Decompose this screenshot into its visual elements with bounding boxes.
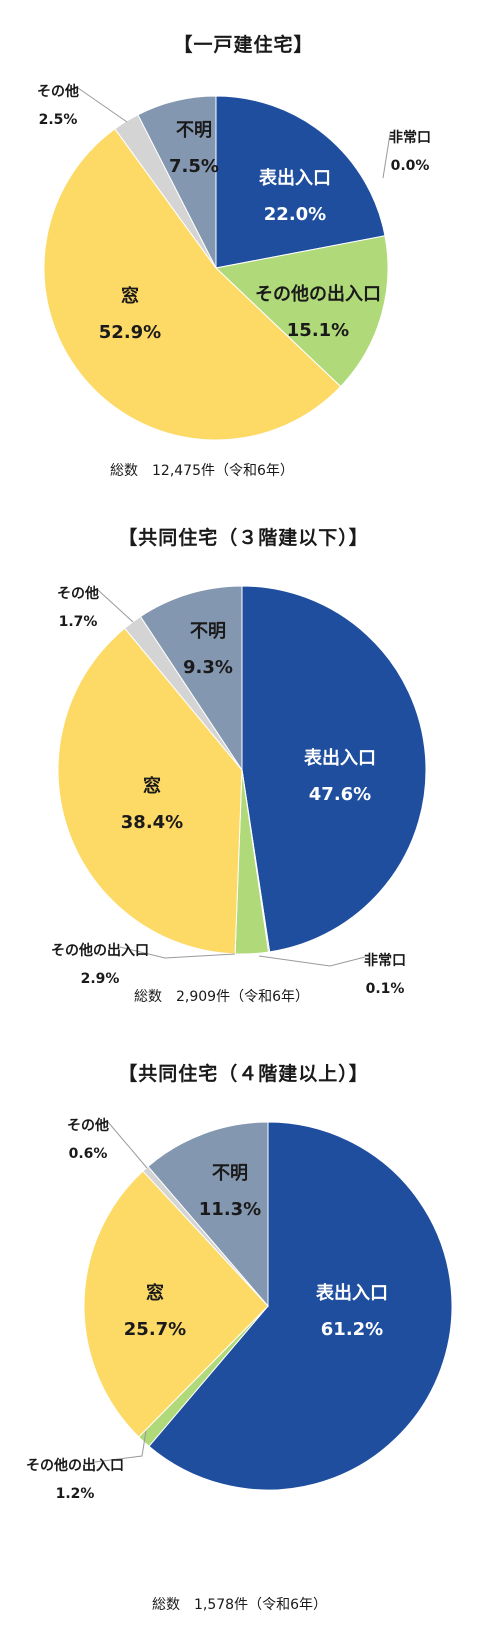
leader-line-other bbox=[97, 589, 134, 623]
leader-line-other-entrance bbox=[119, 946, 236, 959]
slice-label-other-entrance: その他の出入口 bbox=[51, 942, 149, 959]
slice-value-front-entrance: 61.2% bbox=[321, 1319, 383, 1340]
slice-value-window: 25.7% bbox=[124, 1319, 186, 1340]
slice-label-emergency-exit: 非常口 bbox=[389, 129, 431, 146]
slice-label-window: 窓 bbox=[121, 285, 139, 307]
slice-label-front-entrance: 表出入口 bbox=[304, 747, 376, 769]
leader-line-emergency-exit bbox=[382, 133, 391, 179]
slice-label-window: 窓 bbox=[143, 775, 161, 797]
chart-title: 【共同住宅（３階建以下）】 bbox=[118, 527, 369, 549]
chart-total: 総数 2,909件（令和6年） bbox=[134, 989, 309, 1005]
slice-label-front-entrance: 表出入口 bbox=[316, 1282, 388, 1304]
slice-value-other-entrance: 2.9% bbox=[81, 971, 120, 987]
slice-label-front-entrance: 表出入口 bbox=[259, 167, 331, 189]
pie-slice-window bbox=[43, 128, 342, 441]
slice-label-other: その他 bbox=[37, 83, 79, 100]
pie-slice-front-entrance bbox=[148, 1121, 453, 1491]
slice-label-unknown: 不明 bbox=[212, 1163, 248, 1184]
slice-value-other: 0.6% bbox=[69, 1146, 108, 1162]
pie-slice-other-entrance bbox=[214, 235, 389, 388]
leader-line-other bbox=[77, 87, 128, 123]
slice-label-unknown: 不明 bbox=[190, 621, 226, 642]
slice-value-front-entrance: 22.0% bbox=[264, 204, 326, 225]
slice-label-emergency-exit: 非常口 bbox=[364, 952, 406, 969]
slice-value-emergency-exit: 0.1% bbox=[366, 981, 405, 997]
slice-label-other: その他 bbox=[57, 585, 99, 602]
pie-slice-front-entrance bbox=[215, 95, 386, 269]
leader-line-other bbox=[107, 1121, 148, 1169]
slice-label-unknown: 不明 bbox=[176, 120, 212, 141]
pie-chart-detached-house: 表出入口 22.0% その他の出入口 15.1% 窓 52.9% 不明 7.5% 非常口 0.0%… bbox=[37, 83, 431, 441]
pie-slice-window bbox=[57, 627, 243, 955]
slice-value-other-entrance: 15.1% bbox=[287, 320, 349, 341]
slice-value-other-entrance: 1.2% bbox=[56, 1486, 95, 1502]
pie-slice-unknown bbox=[147, 1121, 269, 1308]
slice-value-other: 1.7% bbox=[59, 614, 98, 630]
slice-label-other-entrance: その他の出入口 bbox=[255, 283, 381, 305]
slice-value-front-entrance: 47.6% bbox=[309, 784, 371, 805]
pie-slice-unknown bbox=[139, 585, 243, 772]
slice-value-unknown: 11.3% bbox=[199, 1199, 261, 1220]
slice-label-other-entrance: その他の出入口 bbox=[26, 1457, 124, 1474]
slice-label-other: その他 bbox=[67, 1117, 109, 1134]
slice-value-unknown: 9.3% bbox=[183, 657, 233, 678]
slice-value-emergency-exit: 0.0% bbox=[391, 158, 430, 174]
chart-title: 【共同住宅（４階建以上）】 bbox=[118, 1063, 369, 1085]
slice-value-other: 2.5% bbox=[39, 112, 78, 128]
pie-chart-apartment-low-rise: 表出入口 47.6% 窓 38.4% 不明 9.3% 非常口 0.1% その他の出入口 2.9% そ… bbox=[51, 585, 427, 997]
pie-slice-unknown bbox=[137, 95, 217, 269]
chart-total: 総数 1,578件（令和6年） bbox=[152, 1597, 327, 1613]
leader-line-emergency-exit bbox=[258, 955, 366, 967]
chart-total: 総数 12,475件（令和6年） bbox=[110, 463, 294, 479]
chart-title: 【一戸建住宅】 bbox=[173, 34, 314, 56]
slice-value-unknown: 7.5% bbox=[169, 156, 219, 177]
slice-value-window: 38.4% bbox=[121, 812, 183, 833]
leader-line-other-entrance bbox=[94, 1430, 147, 1463]
pie-slice-front-entrance bbox=[241, 585, 427, 953]
pie-slice-window bbox=[83, 1170, 269, 1438]
slice-value-window: 52.9% bbox=[99, 322, 161, 343]
slice-label-window: 窓 bbox=[146, 1282, 164, 1304]
